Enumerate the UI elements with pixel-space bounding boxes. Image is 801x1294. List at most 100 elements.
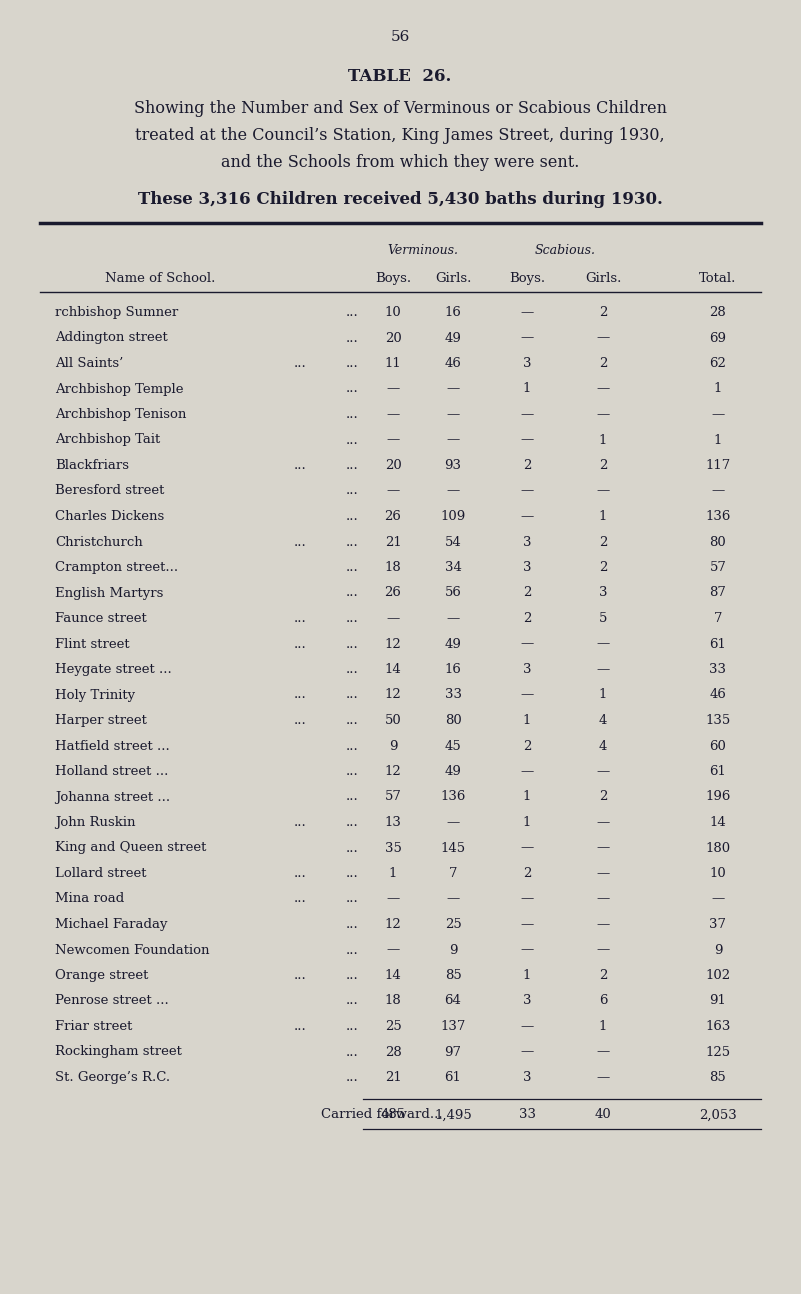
- Text: ...: ...: [345, 867, 358, 880]
- Text: ...: ...: [345, 817, 358, 829]
- Text: 46: 46: [710, 688, 727, 701]
- Text: 3: 3: [523, 562, 531, 575]
- Text: All Saints’: All Saints’: [55, 357, 123, 370]
- Text: 2: 2: [523, 459, 531, 472]
- Text: Flint street: Flint street: [55, 638, 130, 651]
- Text: ...: ...: [345, 331, 358, 344]
- Text: treated at the Council’s Station, King James Street, during 1930,: treated at the Council’s Station, King J…: [135, 127, 665, 144]
- Text: ...: ...: [294, 969, 306, 982]
- Text: ...: ...: [345, 1020, 358, 1033]
- Text: ...: ...: [345, 893, 358, 906]
- Text: Mina road: Mina road: [55, 893, 124, 906]
- Text: Girls.: Girls.: [585, 272, 622, 285]
- Text: 40: 40: [594, 1109, 611, 1122]
- Text: 62: 62: [710, 357, 727, 370]
- Text: —: —: [521, 917, 533, 930]
- Text: 135: 135: [706, 714, 731, 727]
- Text: ...: ...: [345, 841, 358, 854]
- Text: 85: 85: [710, 1071, 727, 1084]
- Text: Total.: Total.: [699, 272, 737, 285]
- Text: 1: 1: [523, 714, 531, 727]
- Text: 57: 57: [384, 791, 401, 804]
- Text: 180: 180: [706, 841, 731, 854]
- Text: —: —: [521, 688, 533, 701]
- Text: 10: 10: [384, 305, 401, 320]
- Text: ...: ...: [345, 943, 358, 956]
- Text: 50: 50: [384, 714, 401, 727]
- Text: ...: ...: [294, 612, 306, 625]
- Text: —: —: [597, 841, 610, 854]
- Text: Carried forward...: Carried forward...: [321, 1109, 443, 1122]
- Text: ...: ...: [345, 638, 358, 651]
- Text: 1: 1: [523, 969, 531, 982]
- Text: 137: 137: [441, 1020, 465, 1033]
- Text: 2: 2: [599, 536, 607, 549]
- Text: ...: ...: [345, 383, 358, 396]
- Text: —: —: [597, 1046, 610, 1058]
- Text: ...: ...: [345, 459, 358, 472]
- Text: Archbishop Tenison: Archbishop Tenison: [55, 408, 187, 421]
- Text: ...: ...: [345, 969, 358, 982]
- Text: 14: 14: [710, 817, 727, 829]
- Text: 4: 4: [599, 714, 607, 727]
- Text: 18: 18: [384, 562, 401, 575]
- Text: 34: 34: [445, 562, 461, 575]
- Text: 3: 3: [599, 586, 607, 599]
- Text: —: —: [386, 612, 400, 625]
- Text: 1: 1: [714, 383, 723, 396]
- Text: 3: 3: [523, 357, 531, 370]
- Text: 60: 60: [710, 739, 727, 753]
- Text: ...: ...: [345, 995, 358, 1008]
- Text: 16: 16: [445, 305, 461, 320]
- Text: —: —: [521, 1046, 533, 1058]
- Text: Girls.: Girls.: [435, 272, 471, 285]
- Text: 49: 49: [445, 765, 461, 778]
- Text: 80: 80: [445, 714, 461, 727]
- Text: Holy Trinity: Holy Trinity: [55, 688, 135, 701]
- Text: 20: 20: [384, 331, 401, 344]
- Text: ...: ...: [345, 714, 358, 727]
- Text: ...: ...: [294, 459, 306, 472]
- Text: —: —: [597, 383, 610, 396]
- Text: 1: 1: [388, 867, 397, 880]
- Text: 56: 56: [445, 586, 461, 599]
- Text: ...: ...: [345, 663, 358, 675]
- Text: 3: 3: [523, 663, 531, 675]
- Text: Holland street ...: Holland street ...: [55, 765, 168, 778]
- Text: —: —: [597, 1071, 610, 1084]
- Text: —: —: [597, 408, 610, 421]
- Text: ...: ...: [294, 357, 306, 370]
- Text: ...: ...: [345, 688, 358, 701]
- Text: 35: 35: [384, 841, 401, 854]
- Text: 21: 21: [384, 1071, 401, 1084]
- Text: 33: 33: [518, 1109, 536, 1122]
- Text: ...: ...: [345, 536, 358, 549]
- Text: —: —: [597, 484, 610, 497]
- Text: 2: 2: [523, 612, 531, 625]
- Text: 10: 10: [710, 867, 727, 880]
- Text: 4: 4: [599, 739, 607, 753]
- Text: Lollard street: Lollard street: [55, 867, 147, 880]
- Text: —: —: [597, 817, 610, 829]
- Text: —: —: [446, 408, 460, 421]
- Text: Crampton street...: Crampton street...: [55, 562, 178, 575]
- Text: 2: 2: [599, 969, 607, 982]
- Text: 14: 14: [384, 969, 401, 982]
- Text: 2: 2: [523, 867, 531, 880]
- Text: 1,495: 1,495: [434, 1109, 472, 1122]
- Text: 6: 6: [599, 995, 607, 1008]
- Text: 20: 20: [384, 459, 401, 472]
- Text: 54: 54: [445, 536, 461, 549]
- Text: ...: ...: [345, 510, 358, 523]
- Text: ...: ...: [294, 536, 306, 549]
- Text: 12: 12: [384, 765, 401, 778]
- Text: —: —: [711, 408, 725, 421]
- Text: 56: 56: [390, 30, 409, 44]
- Text: Rockingham street: Rockingham street: [55, 1046, 182, 1058]
- Text: —: —: [386, 433, 400, 446]
- Text: 2: 2: [523, 586, 531, 599]
- Text: St. George’s R.C.: St. George’s R.C.: [55, 1071, 170, 1084]
- Text: Boys.: Boys.: [375, 272, 411, 285]
- Text: —: —: [386, 943, 400, 956]
- Text: 16: 16: [445, 663, 461, 675]
